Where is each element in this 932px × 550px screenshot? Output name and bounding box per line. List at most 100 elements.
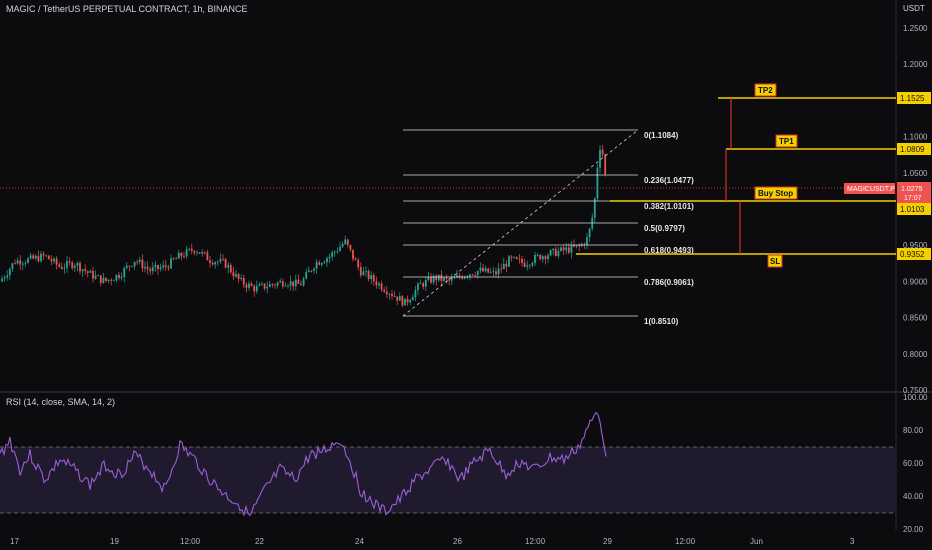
candle-body <box>21 263 24 265</box>
candle-body <box>68 261 71 263</box>
time-tick-label: 12:00 <box>675 537 696 546</box>
fib-label-05: 0.5(0.9797) <box>644 224 685 233</box>
candle-body <box>216 261 219 263</box>
candle-body <box>484 268 487 272</box>
currency-label: USDT <box>903 4 925 13</box>
current-price-badge <box>897 182 931 203</box>
candle-body <box>601 149 604 155</box>
candle-body <box>362 271 365 276</box>
candle-body <box>73 265 76 269</box>
candle-body <box>417 283 419 291</box>
candle-body <box>14 263 16 265</box>
buy-stop-tag[interactable] <box>754 186 798 200</box>
candle-body <box>258 284 261 286</box>
candle-body <box>456 275 458 278</box>
candle-body <box>16 260 19 264</box>
trade-targets[interactable]: TP2 TP1 Buy Stop SL <box>576 83 896 268</box>
time-tick-label: 29 <box>603 537 612 546</box>
candle-body <box>398 296 401 301</box>
candle-body <box>250 283 253 287</box>
candle-body <box>255 286 258 292</box>
candle-body <box>531 263 534 266</box>
chart-title: MAGIC / TetherUS PERPETUAL CONTRACT, 1h,… <box>6 4 248 14</box>
symbol-badge <box>844 183 895 194</box>
tp1-tag[interactable] <box>775 134 798 148</box>
candle-body <box>570 244 573 253</box>
candle-body <box>164 265 167 267</box>
candle-body <box>500 268 503 270</box>
candle-body <box>307 270 310 273</box>
candle-body <box>144 266 146 269</box>
candle-body <box>492 271 495 273</box>
candle-body <box>34 255 37 259</box>
candle-body <box>328 256 331 259</box>
candle-body <box>149 269 152 272</box>
rsi-axis[interactable]: 100.00 80.00 60.00 40.00 20.00 <box>903 393 928 534</box>
candle-body <box>50 259 53 262</box>
current-price-label: 1.0275 <box>901 186 923 193</box>
candle-body <box>287 285 289 287</box>
candle-body <box>268 284 271 288</box>
time-tick-label: 26 <box>453 537 462 546</box>
candle-body <box>557 250 560 256</box>
candle-body <box>235 274 237 277</box>
candle-body <box>40 253 42 262</box>
candle-body <box>476 270 479 276</box>
candle-body <box>469 274 471 277</box>
candle-body <box>489 271 492 273</box>
tp2-tag[interactable] <box>754 83 777 97</box>
candle-body <box>214 262 217 265</box>
rsi-line <box>0 411 607 517</box>
candle-body <box>357 260 360 268</box>
candle-body <box>263 283 266 289</box>
candle-body <box>206 252 209 261</box>
candle-body <box>131 266 133 267</box>
candle-body <box>414 290 417 298</box>
candle-body <box>313 268 315 271</box>
sl-tag[interactable] <box>767 254 783 268</box>
sl-price-label: 0.9352 <box>900 250 925 259</box>
candle-body <box>515 257 518 259</box>
candle-body <box>505 263 508 267</box>
candle-body <box>1 278 3 282</box>
price-tick-label: 0.9500 <box>903 241 928 250</box>
candle-body <box>599 149 601 168</box>
candle-body <box>276 282 279 286</box>
candle-body <box>8 268 11 276</box>
candle-body <box>55 258 58 265</box>
time-tick-label: Jun <box>750 537 763 546</box>
price-tick-label: 0.7500 <box>903 386 928 395</box>
candle-body <box>528 265 531 267</box>
candle-body <box>409 300 412 303</box>
candle-body <box>71 262 74 269</box>
candle-body <box>396 296 399 301</box>
candle-body <box>209 260 211 263</box>
candle-body <box>495 271 497 275</box>
tp1-price-label: 1.0809 <box>900 145 925 154</box>
candle-body <box>385 291 388 295</box>
candle-body <box>45 255 48 257</box>
candle-body <box>565 247 568 251</box>
candle-body <box>497 268 500 275</box>
candle-body <box>521 258 523 263</box>
candle-body <box>47 255 50 260</box>
fib-retracement[interactable]: 0(1.1084) 0.236(1.0477) 0.382(1.0101) 0.… <box>402 129 694 326</box>
candle-body <box>541 256 544 260</box>
candle-body <box>196 252 198 254</box>
candle-body <box>274 284 276 286</box>
candle-body <box>261 283 263 285</box>
candle-body <box>125 265 128 269</box>
buy-stop-price-badge <box>897 203 931 215</box>
candle-body <box>427 276 430 280</box>
candle-body <box>60 266 63 269</box>
candle-body <box>118 274 120 279</box>
buy-stop-price-label: 1.0103 <box>900 205 925 214</box>
candle-body <box>232 272 235 277</box>
candle-body <box>560 247 562 251</box>
candle-body <box>523 262 526 267</box>
candle-body <box>336 251 339 252</box>
candle-body <box>32 255 35 259</box>
candle-body <box>120 276 123 279</box>
time-axis[interactable]: 17 19 12:00 22 24 26 12:00 29 12:00 Jun 3 <box>10 537 855 546</box>
